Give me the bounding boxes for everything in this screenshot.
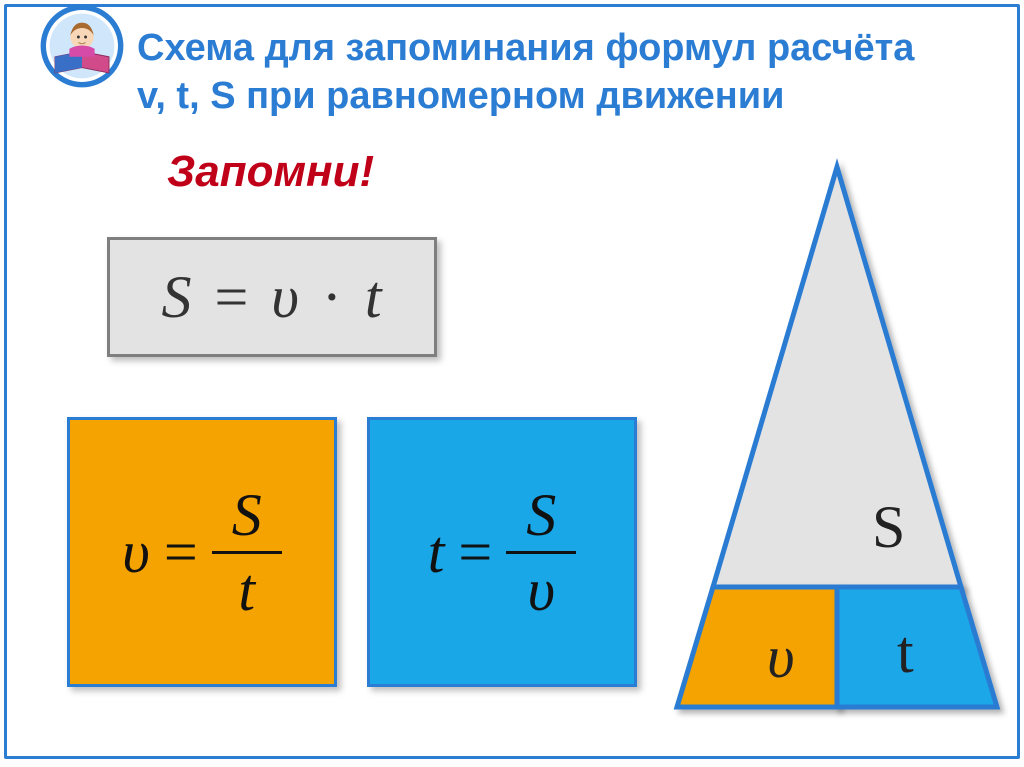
formula-main: S = υ · t xyxy=(161,263,382,332)
formula-main-t: t xyxy=(365,264,383,330)
title-line-2: v, t, S при равномерном движении xyxy=(137,73,987,121)
formula-box-v: υ = S t xyxy=(67,417,337,687)
formula-box-t: t = S υ xyxy=(367,417,637,687)
formula-v-den: t xyxy=(218,554,275,620)
slide-frame: Схема для запоминания формул расчёта v, … xyxy=(4,4,1020,759)
formula-t-num: S xyxy=(506,485,576,551)
formula-main-dot: · xyxy=(316,264,349,330)
formula-v-fraction: S t xyxy=(212,485,282,620)
triangle-region-s xyxy=(713,167,961,587)
student-icon xyxy=(37,1,127,91)
formula-main-lhs: S xyxy=(161,264,192,330)
formula-t-den: υ xyxy=(507,554,575,620)
slide-title: Схема для запоминания формул расчёта v, … xyxy=(137,25,987,120)
remember-label: Запомни! xyxy=(167,147,374,197)
formula-box-main: S = υ · t xyxy=(107,237,437,357)
formula-v-eq: = xyxy=(164,518,198,587)
triangle-label-t: t xyxy=(897,619,914,685)
formula-main-v: υ xyxy=(271,264,300,330)
formula-v: υ = S t xyxy=(122,485,281,620)
triangle-diagram: S υ t xyxy=(677,167,997,707)
title-line-1: Схема для запоминания формул расчёта xyxy=(137,25,987,73)
triangle-region-v xyxy=(677,587,837,707)
triangle-label-s: S xyxy=(872,494,905,560)
formula-t-lhs: t xyxy=(428,518,445,587)
triangle-label-v: υ xyxy=(767,624,795,690)
triangle-region-t xyxy=(837,587,997,707)
formula-main-eq: = xyxy=(208,264,255,330)
formula-t: t = S υ xyxy=(428,485,577,620)
formula-v-num: S xyxy=(212,485,282,551)
formula-t-eq: = xyxy=(458,518,492,587)
formula-t-fraction: S υ xyxy=(506,485,576,620)
formula-v-lhs: υ xyxy=(122,518,150,587)
